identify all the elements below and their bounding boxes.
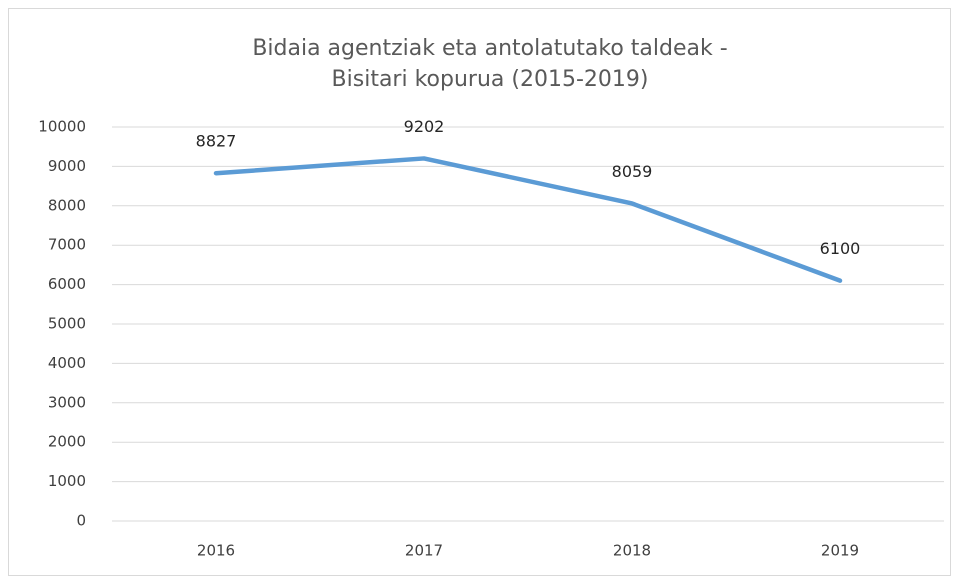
y-tick-label: 1000 — [48, 472, 86, 490]
y-tick-label: 6000 — [48, 275, 86, 293]
data-label: 8827 — [196, 132, 237, 151]
chart-border — [8, 8, 951, 576]
data-label: 9202 — [404, 117, 445, 136]
data-label: 6100 — [820, 239, 861, 258]
y-tick-label: 7000 — [48, 236, 86, 254]
line-series — [213, 156, 843, 283]
y-tick-label: 8000 — [48, 196, 86, 214]
x-tick-label: 2018 — [613, 542, 651, 560]
x-tick-label: 2019 — [821, 542, 859, 560]
y-tick-label: 5000 — [48, 315, 86, 333]
y-tick-label: 4000 — [48, 354, 86, 372]
y-tick-label: 10000 — [38, 118, 86, 136]
x-tick-label: 2017 — [405, 542, 443, 560]
y-tick-label: 9000 — [48, 157, 86, 175]
y-tick-label: 0 — [76, 512, 86, 530]
y-tick-label: 3000 — [48, 393, 86, 411]
y-tick-label: 2000 — [48, 433, 86, 451]
chart-title: Bidaia agentziak eta antolatutako taldea… — [252, 36, 727, 61]
chart-title: Bisitari kopurua (2015-2019) — [332, 67, 649, 92]
data-label: 8059 — [612, 162, 653, 181]
x-tick-label: 2016 — [197, 542, 235, 560]
